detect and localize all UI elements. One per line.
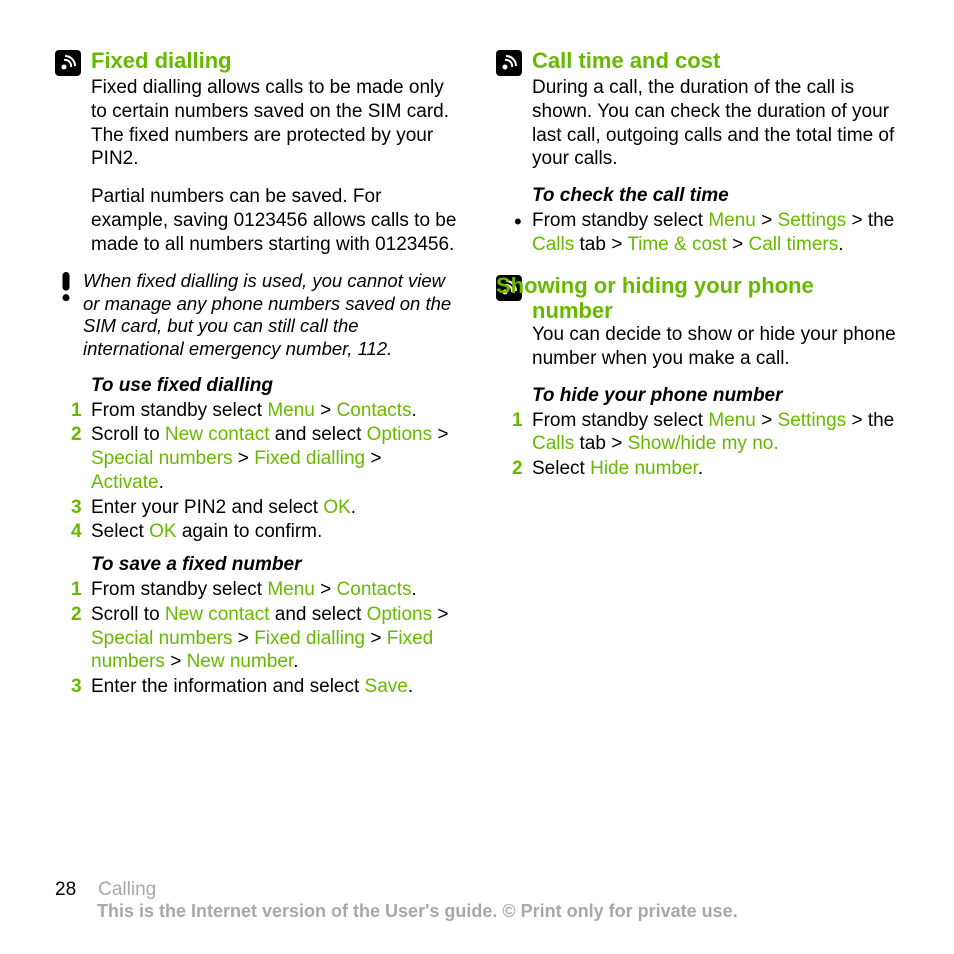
bullet-list: From standby select Menu > Settings > th… [496, 209, 899, 257]
sub-heading: To check the call time [532, 185, 899, 207]
steps-list: From standby select Menu > Contacts.Scro… [55, 399, 458, 545]
call-icon [55, 50, 81, 76]
heading-show-hide: Showing or hiding your phone number [496, 273, 899, 324]
steps-list: From standby select Menu > Contacts.Scro… [55, 578, 458, 699]
page-footer: 28 Calling This is the Internet version … [55, 879, 899, 922]
paragraph: You can decide to show or hide your phon… [532, 323, 899, 371]
section-body: Fixed dialling allows calls to be made o… [91, 76, 458, 256]
heading-call-time: Call time and cost [532, 48, 720, 73]
step-item: Enter your PIN2 and select OK. [55, 496, 458, 520]
section-body: During a call, the duration of the call … [532, 76, 899, 171]
note-block: When fixed dialling is used, you cannot … [55, 270, 458, 360]
paragraph: Partial numbers can be saved. For exampl… [91, 185, 458, 256]
note-text: When fixed dialling is used, you cannot … [83, 270, 458, 360]
page-number: 28 [55, 879, 76, 901]
footer-top: 28 Calling [55, 879, 899, 901]
right-column: Call time and cost During a call, the du… [496, 48, 899, 700]
step-item: Scroll to New contact and select Options… [55, 603, 458, 674]
call-icon [496, 50, 522, 76]
footer-section-name: Calling [98, 879, 156, 901]
left-column: Fixed dialling Fixed dialling allows cal… [55, 48, 458, 700]
section-body: You can decide to show or hide your phon… [532, 323, 899, 371]
paragraph: Fixed dialling allows calls to be made o… [91, 76, 458, 171]
step-item: Select Hide number. [496, 457, 899, 481]
section-header-fixed-dialling: Fixed dialling [55, 48, 458, 76]
step-item: Select OK again to confirm. [55, 520, 458, 544]
content-columns: Fixed dialling Fixed dialling allows cal… [55, 48, 899, 700]
heading-fixed-dialling: Fixed dialling [91, 48, 232, 73]
sub-heading: To use fixed dialling [91, 375, 458, 397]
step-item: Enter the information and select Save. [55, 675, 458, 699]
sub-heading: To hide your phone number [532, 385, 899, 407]
sub-heading: To save a fixed number [91, 554, 458, 576]
section-header-show-hide: Showing or hiding your phone number [496, 273, 899, 324]
step-item: Scroll to New contact and select Options… [55, 423, 458, 494]
steps-list: From standby select Menu > Settings > th… [496, 409, 899, 481]
section-header-call-time: Call time and cost [496, 48, 899, 76]
paragraph: During a call, the duration of the call … [532, 76, 899, 171]
warning-icon [59, 272, 73, 302]
step-item: From standby select Menu > Contacts. [55, 578, 458, 602]
step-item: From standby select Menu > Contacts. [55, 399, 458, 423]
list-item: From standby select Menu > Settings > th… [496, 209, 899, 257]
step-item: From standby select Menu > Settings > th… [496, 409, 899, 457]
footer-copyright: This is the Internet version of the User… [97, 901, 899, 922]
